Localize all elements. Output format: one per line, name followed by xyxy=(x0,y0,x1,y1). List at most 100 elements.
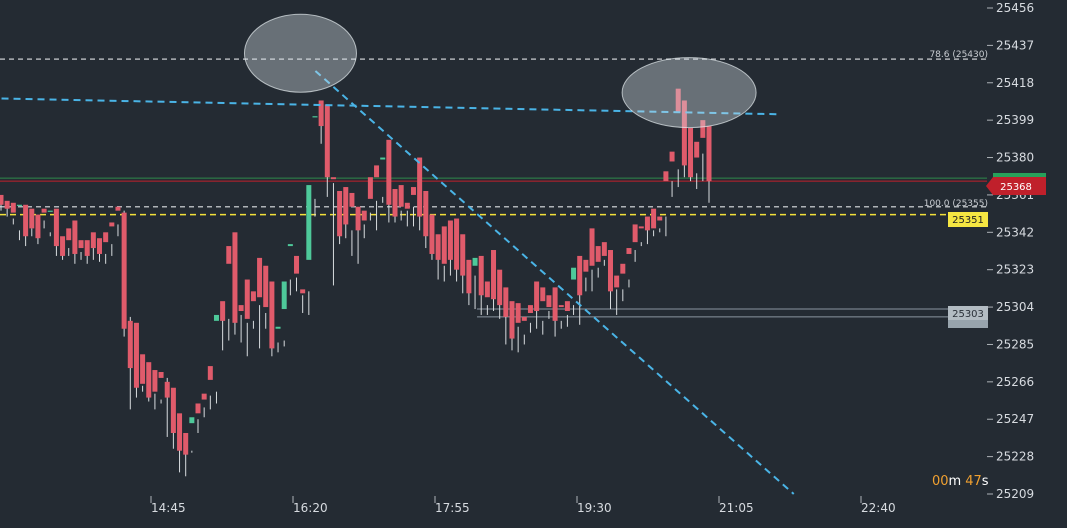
candle-body-down xyxy=(330,177,336,180)
candle xyxy=(343,187,349,239)
candle xyxy=(35,214,41,245)
resistance-line[interactable] xyxy=(1,97,779,116)
candle xyxy=(232,232,238,335)
candle-body-down xyxy=(10,202,16,213)
candle-body-down xyxy=(706,126,712,182)
candle-body-down xyxy=(435,234,441,260)
candle-body-up xyxy=(312,116,318,118)
candle xyxy=(380,157,386,203)
candle xyxy=(644,216,650,245)
candle xyxy=(220,301,226,351)
candle xyxy=(294,255,300,292)
candle xyxy=(195,403,201,434)
candle-body-down xyxy=(589,228,595,266)
yellow-level-badge: 25351 xyxy=(948,212,988,227)
candle xyxy=(466,259,472,306)
y-tick-label: 25304 xyxy=(996,300,1034,314)
right-high-ellipse[interactable] xyxy=(621,57,757,129)
bar-countdown-timer: 00m 47s xyxy=(932,474,989,489)
candle-body-down xyxy=(620,263,626,274)
candle-body-down xyxy=(441,226,447,264)
candle xyxy=(534,281,540,329)
gray-level-text: 25303 xyxy=(952,309,984,320)
candle-body-down xyxy=(651,208,657,229)
candle-body-down xyxy=(540,287,546,302)
price-labels: 78.6 (25430) 100.0 (25355) 25368 25351 2… xyxy=(924,50,1046,489)
candle-body-down xyxy=(238,305,244,312)
candle xyxy=(121,210,127,337)
candle xyxy=(509,301,515,351)
candle xyxy=(90,232,96,260)
candle xyxy=(589,228,595,292)
candle xyxy=(146,362,152,402)
y-tick-label: 25342 xyxy=(996,225,1034,239)
y-tick-label: 25323 xyxy=(996,263,1034,277)
candle-body-down xyxy=(103,232,109,243)
candle xyxy=(269,281,275,357)
candle-body-down xyxy=(454,218,460,270)
candle xyxy=(583,259,589,292)
candle-body-down xyxy=(694,141,700,158)
current-price-badge-shape xyxy=(986,177,1046,195)
candle xyxy=(410,187,416,227)
candle-body-down xyxy=(84,240,90,256)
candle-body-down xyxy=(669,151,675,162)
left-high-ellipse[interactable] xyxy=(243,13,357,93)
descending-line[interactable] xyxy=(314,70,795,495)
candle xyxy=(244,279,250,357)
x-tick-label: 22:40 xyxy=(861,501,896,515)
candle-body-up xyxy=(571,267,577,280)
candle-body-down xyxy=(361,210,367,221)
candle-body-down xyxy=(324,104,330,178)
candle xyxy=(521,316,527,345)
candle xyxy=(201,393,207,418)
candle-body-down xyxy=(177,413,183,451)
y-tick-label: 25380 xyxy=(996,151,1034,165)
candle-body-down xyxy=(521,316,527,321)
candle xyxy=(620,263,626,302)
candle xyxy=(16,204,22,241)
y-tick-label: 25285 xyxy=(996,337,1034,351)
candle xyxy=(688,128,694,182)
candle-body-down xyxy=(558,305,564,308)
candle-body-up xyxy=(281,281,287,310)
horizontal-levels xyxy=(0,58,987,318)
candle-body-down xyxy=(374,165,380,178)
candle xyxy=(607,250,613,310)
candle-body-down xyxy=(626,248,632,254)
candle-body-up xyxy=(472,257,478,266)
candle xyxy=(164,377,170,437)
candle-body-down xyxy=(220,301,226,321)
candle xyxy=(700,120,706,182)
current-price-text: 25368 xyxy=(1000,182,1032,193)
candle-body-down xyxy=(497,269,503,306)
yellow-level-badge-shape xyxy=(948,212,988,227)
timer-seconds-unit: s xyxy=(982,474,989,489)
candle-body-down xyxy=(552,287,558,321)
candle xyxy=(263,265,269,329)
candle-body-down xyxy=(146,362,152,398)
candle-body-up xyxy=(189,417,195,424)
candle xyxy=(257,257,263,349)
timer-minutes: 00 xyxy=(932,474,949,489)
candle xyxy=(10,202,16,225)
candle-body-down xyxy=(644,216,650,231)
candle-body-down xyxy=(97,238,103,254)
candle xyxy=(238,305,244,343)
candle xyxy=(435,234,441,280)
candle xyxy=(226,246,232,341)
candle-body-down xyxy=(164,381,170,398)
candle-body-down xyxy=(269,281,275,349)
candle xyxy=(491,250,497,312)
candle-body-down xyxy=(250,291,256,302)
candle-body-down xyxy=(534,281,540,312)
candle xyxy=(558,305,564,329)
candle xyxy=(158,372,164,404)
candle-body-down xyxy=(515,303,521,323)
candle xyxy=(140,354,146,392)
candle xyxy=(478,255,484,315)
candle xyxy=(60,236,66,260)
candle-body-down xyxy=(355,206,361,231)
candle xyxy=(515,303,521,353)
